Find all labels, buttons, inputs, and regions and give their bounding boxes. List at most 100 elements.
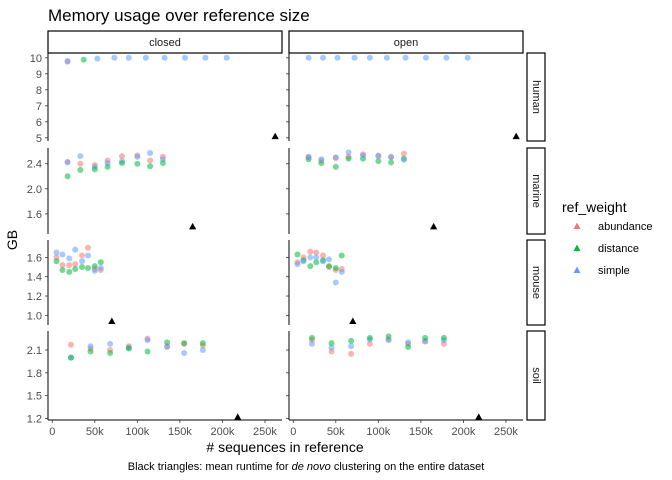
point-simple (97, 265, 104, 272)
point-distance (332, 265, 339, 272)
point-simple (181, 350, 188, 357)
caption-part-3: clustering on the entire dataset (331, 461, 484, 473)
facet-strip-label-mouse: mouse (530, 266, 542, 299)
facet-strip-mouse (526, 239, 546, 326)
y-axis-title: GB (4, 230, 20, 250)
y-tick-label: 9 (36, 69, 42, 81)
point-distance (72, 265, 79, 272)
point-simple (366, 54, 373, 61)
point-distance (313, 259, 320, 266)
point-simple (164, 343, 171, 350)
chart-title: Memory usage over reference size (48, 6, 310, 25)
point-distance (107, 350, 114, 357)
x-tick-label: 0 (49, 426, 55, 438)
point-distance (308, 334, 315, 341)
y-tick-label: 2.4 (27, 159, 42, 171)
y-tick-label: 10 (30, 53, 42, 65)
point-distance (199, 340, 206, 347)
facet-strip-label-marine: marine (530, 174, 542, 208)
point-distance (375, 158, 382, 165)
runtime-triangle (512, 132, 520, 140)
point-simple (294, 261, 301, 268)
point-abundance (320, 252, 327, 259)
point-simple (325, 256, 332, 263)
point-distance (348, 337, 355, 344)
y-tick-label: 8 (36, 85, 42, 97)
x-tick-label: 0 (290, 426, 296, 438)
panel-soil-closed: 1.2 1.5 1.8 2.1 0 50k 100k 150k 200k 250k (27, 331, 282, 438)
x-tick-label: 100k (366, 426, 390, 438)
legend-label-abundance: abundance (598, 221, 652, 233)
legend: ref_weight abundance distance simple (562, 199, 652, 277)
point-distance (405, 343, 412, 350)
point-simple (464, 54, 471, 61)
point-simple (202, 54, 209, 61)
point-simple (320, 258, 327, 265)
facet-strip-human (526, 52, 546, 142)
point-simple (405, 339, 412, 346)
point-simple (338, 268, 345, 275)
point-distance (119, 160, 126, 167)
point-distance (366, 334, 373, 341)
panel-mouse-open (286, 240, 357, 325)
caption: Black triangles: mean runtime for de nov… (128, 461, 485, 473)
facet-strip-soil (526, 330, 546, 421)
point-simple (320, 54, 327, 61)
point-simple (199, 347, 206, 354)
facet-strip-label-soil: soil (530, 367, 542, 384)
facet-strip-open (288, 30, 524, 54)
point-distance (388, 159, 395, 166)
point-simple (72, 246, 79, 253)
y-tick-label: 2.1 (27, 345, 42, 357)
panel-soil-open: 0 50k 100k 150k 200k 250k (286, 331, 523, 438)
facet-strip-marine (526, 147, 546, 235)
point-simple (87, 343, 94, 350)
point-simple (91, 267, 98, 274)
point-abundance (400, 150, 407, 157)
point-simple (300, 258, 307, 265)
point-simple (388, 153, 395, 160)
point-simple (147, 150, 154, 157)
point-abundance (366, 340, 373, 347)
point-simple (107, 340, 114, 347)
point-abundance (313, 249, 320, 256)
point-simple (360, 152, 367, 159)
point-distance (345, 155, 352, 162)
point-simple (181, 54, 188, 61)
runtime-triangle (189, 222, 197, 230)
panel-mouse-closed: 1.0 1.2 1.4 1.6 (27, 240, 116, 325)
x-tick-label: 150k (409, 426, 433, 438)
point-distance (91, 263, 98, 270)
point-distance (79, 264, 86, 271)
legend-key-distance (573, 244, 581, 251)
point-simple (223, 54, 230, 61)
point-simple (64, 159, 71, 166)
point-distance (307, 263, 314, 270)
point-simple (375, 152, 382, 159)
point-abundance (147, 157, 154, 164)
point-distance (440, 334, 447, 341)
point-simple (125, 54, 132, 61)
legend-label-simple: simple (598, 265, 630, 277)
point-simple (144, 337, 151, 344)
y-tick-label: 1.0 (27, 310, 42, 322)
point-simple (66, 255, 73, 262)
y-tick-label: 1.4 (27, 272, 42, 284)
legend-key-simple (573, 266, 581, 273)
point-abundance (307, 248, 314, 255)
point-simple (305, 153, 312, 160)
point-simple (64, 58, 71, 64)
point-simple (308, 340, 315, 347)
point-abundance (348, 350, 355, 357)
point-abundance (84, 244, 91, 251)
facet-strip-label-open: open (394, 37, 418, 49)
point-abundance (119, 153, 126, 160)
facet-strip-closed (47, 30, 283, 54)
facet-strip-label-closed: closed (149, 37, 181, 49)
point-simple (307, 254, 314, 261)
point-simple (59, 251, 66, 258)
y-tick-label: 1.6 (27, 252, 42, 264)
point-distance (332, 163, 339, 170)
y-tick-label: 1.6 (27, 209, 42, 221)
